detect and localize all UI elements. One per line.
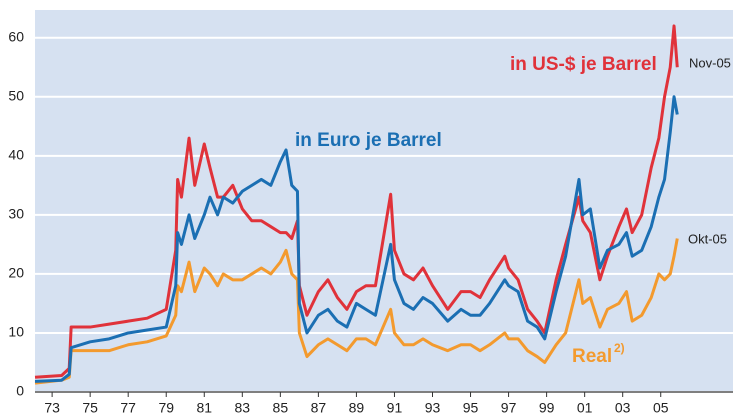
x-tick-label: 91 bbox=[387, 400, 403, 416]
y-tick-label: 10 bbox=[8, 324, 24, 340]
y-tick-label: 30 bbox=[8, 206, 24, 222]
y-tick-label: 40 bbox=[8, 147, 24, 163]
annotation: Real bbox=[572, 346, 612, 367]
lines bbox=[34, 24, 679, 385]
annotation: Nov-05 bbox=[689, 55, 731, 70]
x-tick-label: 87 bbox=[311, 400, 327, 416]
series-line bbox=[34, 95, 679, 383]
x-tick-label: 97 bbox=[501, 400, 517, 416]
x-tick-label: 03 bbox=[615, 400, 631, 416]
series-line bbox=[34, 238, 679, 385]
x-tick-label: 79 bbox=[158, 400, 174, 416]
x-tick-label: 01 bbox=[577, 400, 593, 416]
x-tick-label: 93 bbox=[425, 400, 441, 416]
x-tick-label: 99 bbox=[539, 400, 555, 416]
x-tick-label: 77 bbox=[120, 400, 136, 416]
annotation: Okt-05 bbox=[688, 231, 727, 246]
series-line bbox=[34, 24, 679, 379]
y-tick-label: 0 bbox=[16, 383, 24, 399]
footnote-marker: 2) bbox=[614, 341, 625, 355]
x-tick-label: 95 bbox=[463, 400, 479, 416]
x-tick-label: 89 bbox=[349, 400, 365, 416]
y-tick-label: 20 bbox=[8, 265, 24, 281]
annotation: in US-$ je Barrel bbox=[510, 54, 657, 75]
annotation: in Euro je Barrel bbox=[295, 130, 442, 151]
x-tick-label: 73 bbox=[44, 400, 60, 416]
x-tick-label: 83 bbox=[235, 400, 251, 416]
x-tick-label: 81 bbox=[196, 400, 212, 416]
x-tick-label: 75 bbox=[82, 400, 98, 416]
y-tick-label: 50 bbox=[8, 87, 24, 103]
y-tick-label: 60 bbox=[8, 28, 24, 44]
x-tick-label: 05 bbox=[653, 400, 669, 416]
x-tick-label: 85 bbox=[273, 400, 289, 416]
